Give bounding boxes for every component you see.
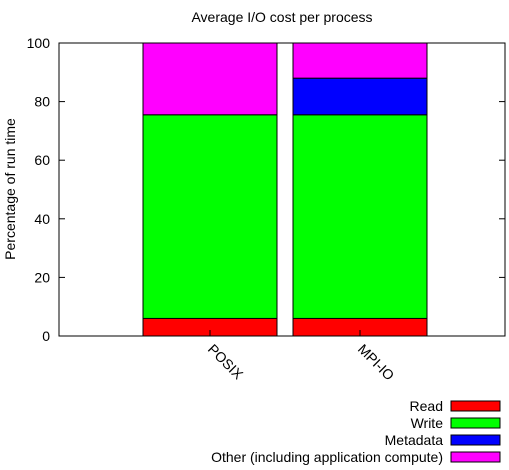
x-tick-label-mpi-io: MPI-IO xyxy=(355,341,398,384)
legend-label-metadata: Metadata xyxy=(385,432,444,448)
bar-posix-other-including-application-compute xyxy=(142,42,278,116)
chart-title: Average I/O cost per process xyxy=(191,9,372,25)
x-axis-ticks: POSIX MPI-IO xyxy=(205,330,398,384)
y-tick-label: 60 xyxy=(34,152,50,168)
y-tick-label: 0 xyxy=(42,328,50,344)
legend-label-other-including-application-compute: Other (including application compute) xyxy=(211,449,443,465)
y-axis-ticks: 0 20 40 60 80 100 xyxy=(27,35,505,344)
y-axis-label: Percentage of run time xyxy=(2,118,18,260)
legend-label-read: Read xyxy=(410,398,443,414)
bars-group xyxy=(142,42,428,337)
legend-swatch-write xyxy=(450,417,501,429)
bar-posix-write xyxy=(142,114,278,319)
bar-mpi-io-write xyxy=(292,114,428,319)
legend-swatch-metadata xyxy=(450,434,501,446)
plot-frame xyxy=(58,42,506,337)
y-tick-label: 100 xyxy=(27,35,51,51)
bar-mpi-io-metadata xyxy=(292,77,428,116)
y-tick-label: 80 xyxy=(34,94,50,110)
legend-swatch-read xyxy=(450,400,501,412)
legend-swatch-other-including-application-compute xyxy=(450,451,501,463)
bar-mpi-io-other-including-application-compute xyxy=(292,42,428,79)
y-tick-label: 20 xyxy=(34,269,50,285)
y-tick-label: 40 xyxy=(34,211,50,227)
x-tick-label-posix: POSIX xyxy=(205,341,247,383)
legend-label-write: Write xyxy=(411,415,444,431)
